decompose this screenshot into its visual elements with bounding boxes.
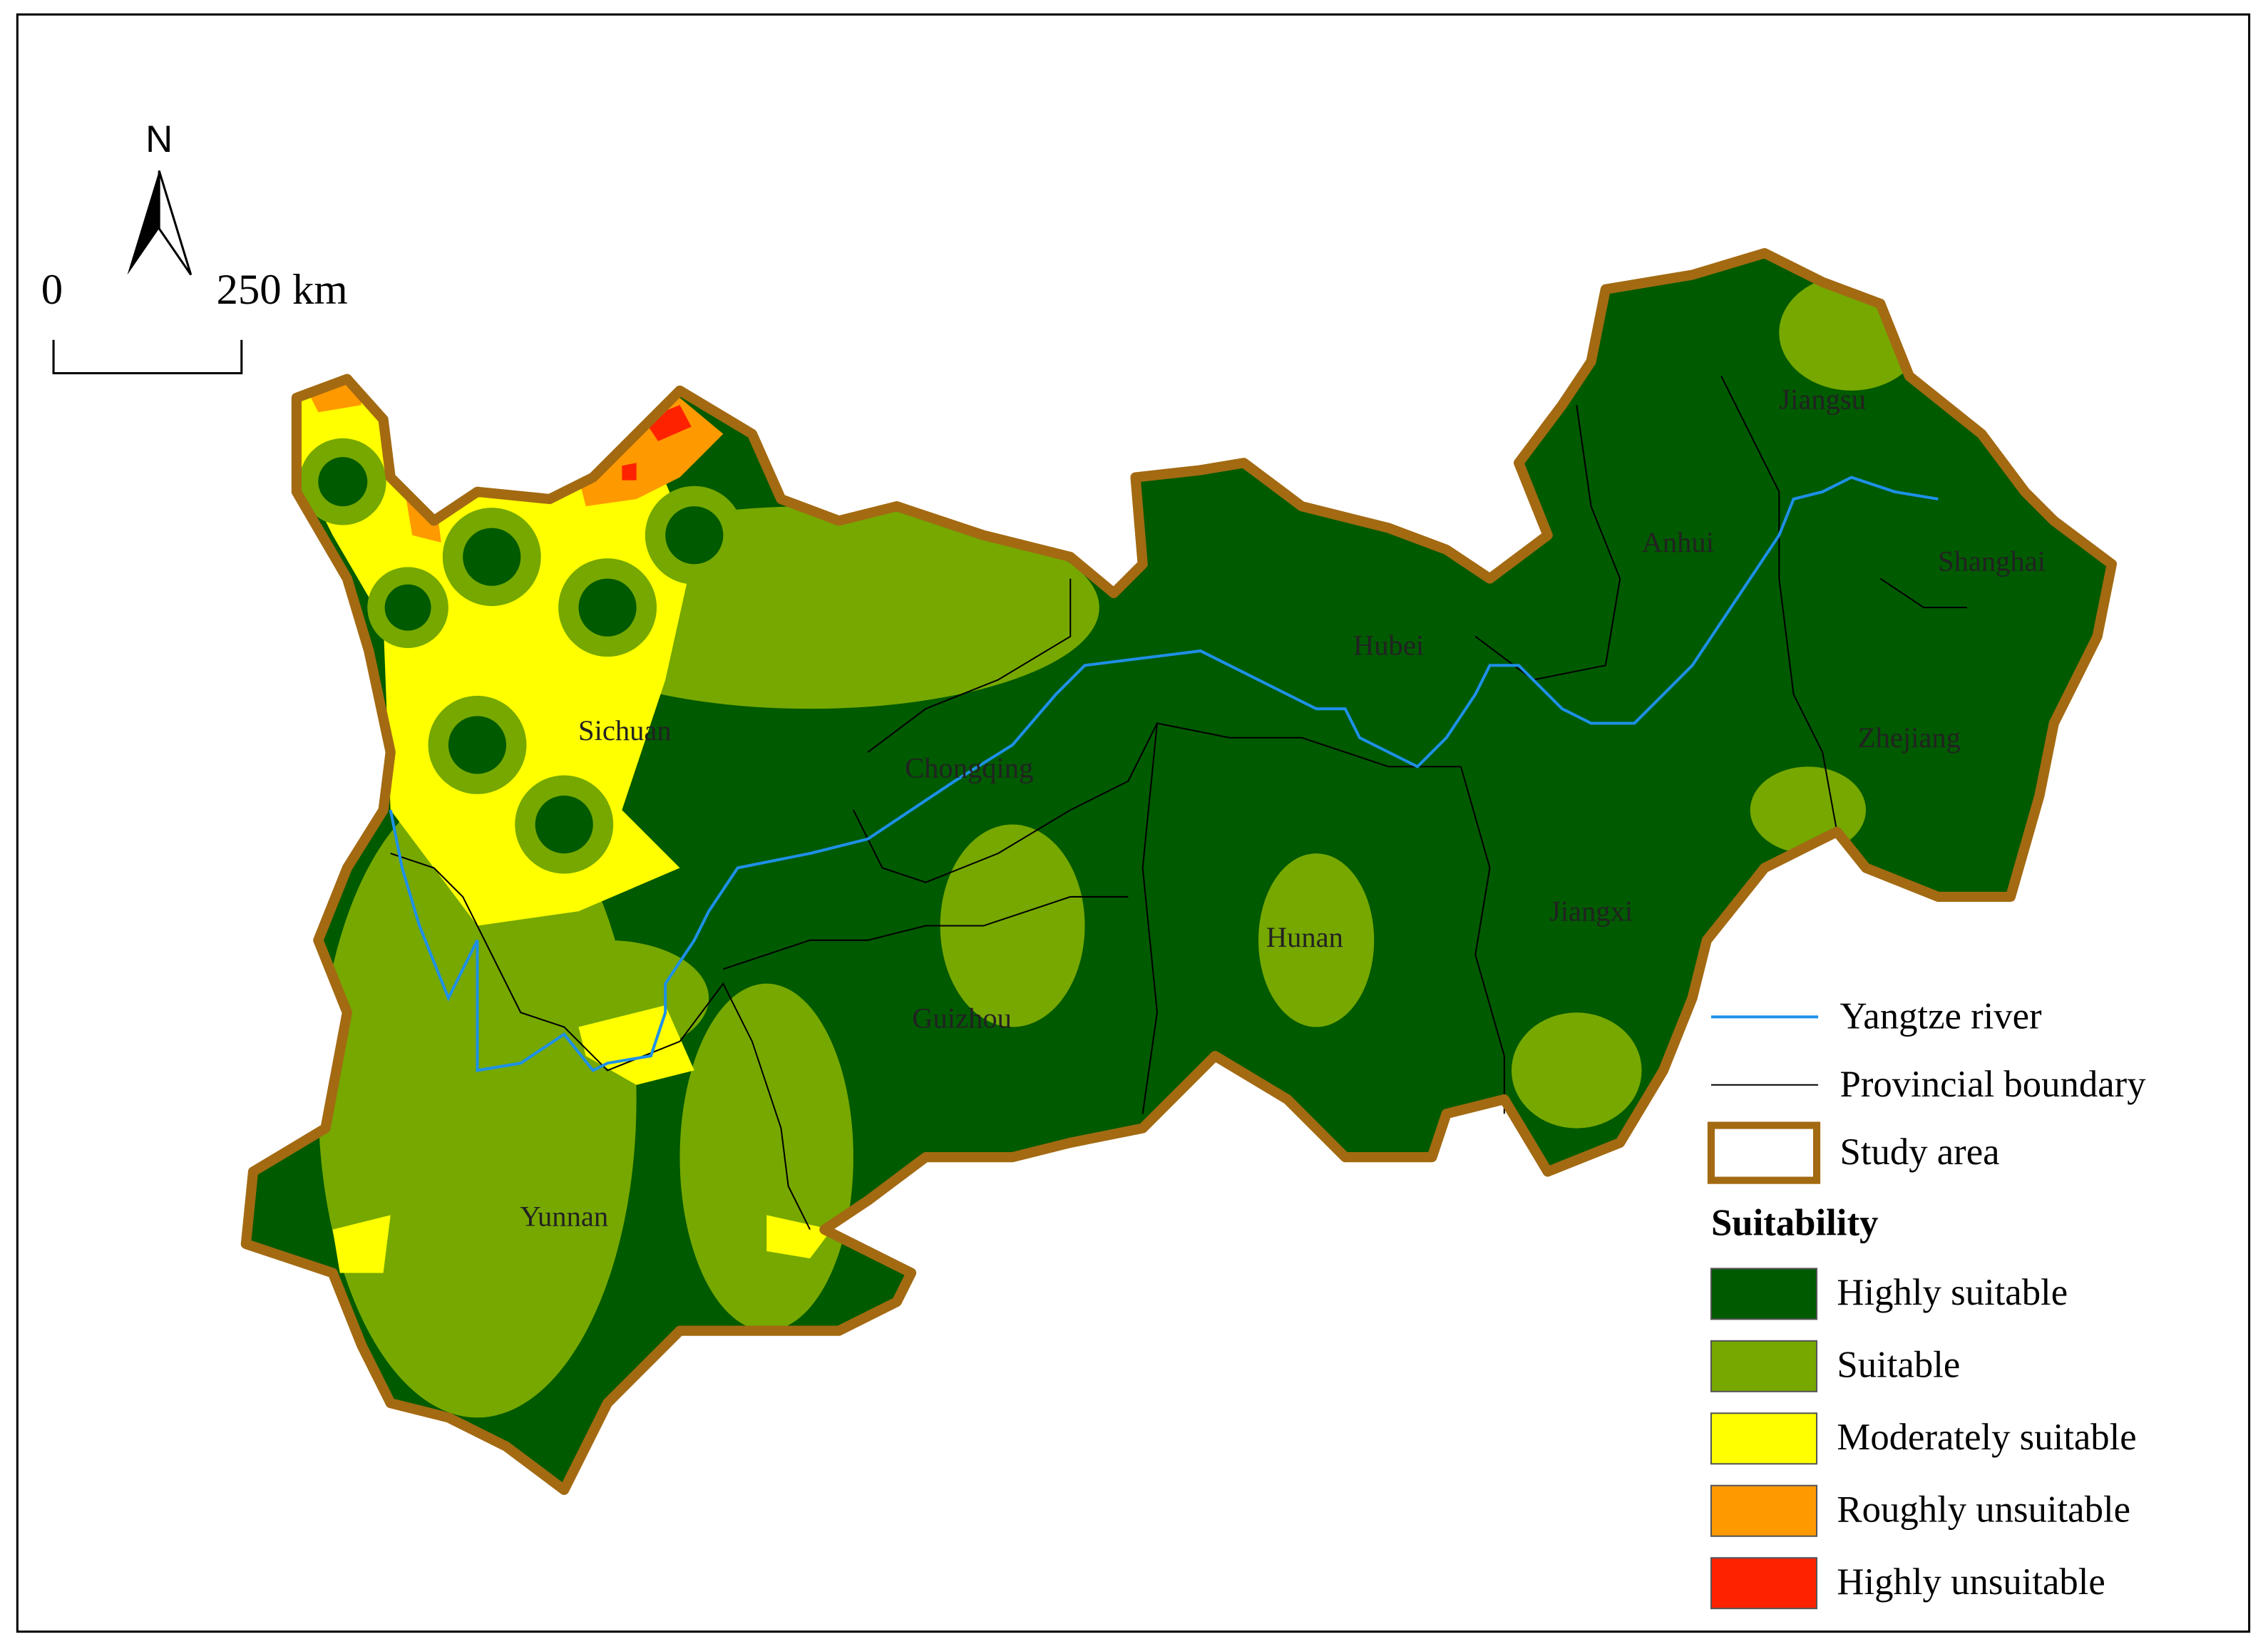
suitable-patch [940, 824, 1085, 1027]
province-label: Yunnan [520, 1201, 608, 1233]
province-label: Jiangxi [1549, 895, 1633, 928]
suitable-patch [1258, 853, 1375, 1027]
provincial-boundary [1141, 723, 1158, 1114]
highly-suitable-core [384, 584, 431, 631]
legend: Yangtze river Provincial boundary Study … [1707, 996, 2147, 1610]
north-arrow: N [127, 118, 193, 276]
provincial-boundary [1720, 376, 1838, 832]
legend-label: Provincial boundary [1840, 1064, 2147, 1105]
provincial-boundary [1474, 404, 1621, 681]
highly-suitable-core [463, 528, 521, 586]
north-label: N [145, 118, 173, 160]
highly-suitable-core [665, 506, 724, 565]
highly-suitable-core [448, 716, 507, 774]
highly-unsuitable-area [622, 463, 637, 481]
highly-suitable-core [535, 795, 593, 854]
provincial-boundary [867, 578, 1072, 753]
provincial-boundary [1460, 766, 1505, 1114]
suitable-patch [1511, 1012, 1642, 1129]
province-label: Hunan [1266, 921, 1343, 953]
legend-swatch [1710, 1268, 1818, 1320]
arrow-left [127, 170, 160, 275]
legend-title: Suitability [1711, 1203, 1878, 1244]
scale-start: 0 [41, 266, 63, 314]
provincial-boundary [390, 853, 811, 1231]
scale-bar: 0 250 km [41, 266, 348, 374]
province-labels: Sichuan Chongqing Hubei Anhui Jiangsu Sh… [520, 383, 2046, 1232]
highly-unsuitable-area [643, 405, 692, 441]
province-label: Anhui [1642, 526, 1714, 558]
provincial-boundary [1879, 577, 1968, 609]
province-label: Jiangsu [1779, 383, 1866, 415]
legend-label: Highly suitable [1837, 1272, 2068, 1313]
highly-suitable-core [318, 457, 368, 507]
province-label: Chongqing [905, 752, 1033, 784]
provincial-boundary [853, 722, 1461, 883]
province-label: Guizhou [912, 1002, 1012, 1034]
legend-swatch [1710, 1557, 1818, 1610]
arrow-right [158, 170, 193, 276]
legend-study-area-box [1707, 1121, 1821, 1184]
province-label: Zhejiang [1858, 721, 1961, 754]
legend-swatch [1710, 1412, 1818, 1465]
province-label: Shanghai [1938, 545, 2046, 577]
province-label: Sichuan [578, 714, 672, 746]
legend-label: Study area [1840, 1131, 2000, 1173]
legend-swatch [1710, 1340, 1818, 1392]
highly-suitable-core [578, 578, 637, 637]
legend-label: Yangtze river [1840, 996, 2043, 1037]
moderately-suitable-area [766, 1215, 832, 1259]
suitable-patch [318, 781, 637, 1418]
legend-swatch [1710, 1484, 1818, 1537]
scale-end: 250 km [216, 266, 347, 314]
moderately-suitable-area [332, 1215, 391, 1273]
legend-label: Roughly unsuitable [1837, 1489, 2130, 1530]
provincial-boundaries [390, 376, 1968, 1231]
suitable-patch [679, 983, 853, 1331]
legend-label: Highly unsuitable [1837, 1561, 2105, 1603]
green-clusters [299, 438, 744, 874]
scale-line [52, 339, 243, 374]
provincial-boundary [723, 895, 1129, 970]
legend-label: Suitable [1837, 1344, 1960, 1385]
province-label: Hubei [1353, 629, 1424, 661]
legend-label: Moderately suitable [1837, 1417, 2136, 1458]
yangtze-river [389, 476, 1939, 1072]
moderately-suitable-area [578, 1005, 694, 1085]
